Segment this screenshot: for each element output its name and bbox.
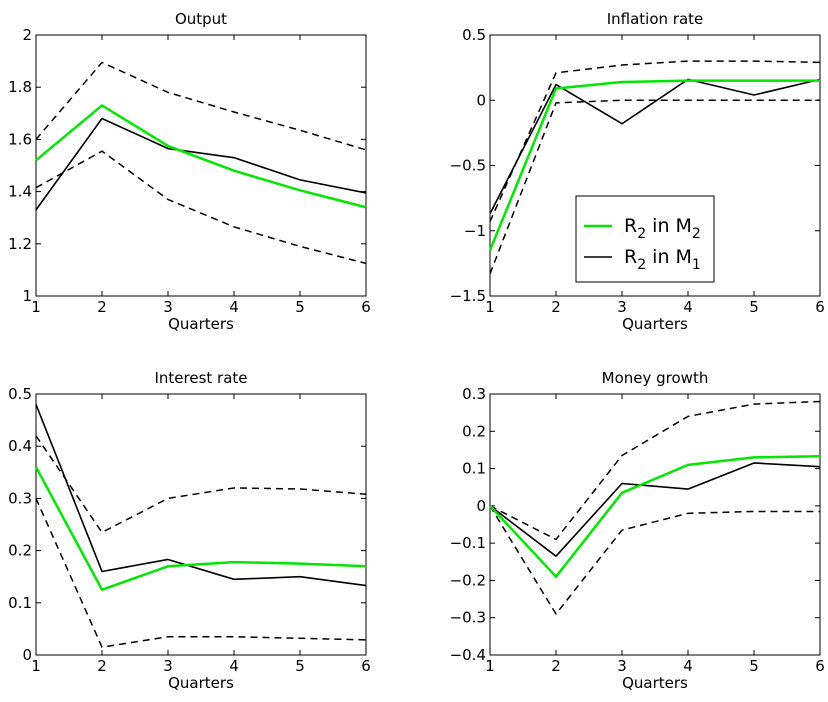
y-tick-label: −0.3 — [450, 609, 486, 627]
x-tick-label: 3 — [617, 298, 627, 316]
y-tick-label: 1.6 — [8, 130, 32, 148]
y-tick-label: −0.4 — [450, 646, 486, 664]
x-tick-label: 1 — [485, 657, 495, 675]
series-line-r2-m1 — [489, 78, 821, 215]
plot-frame — [35, 393, 367, 656]
y-tick-label: 1.2 — [8, 235, 32, 253]
chart-title: Output — [175, 10, 227, 28]
y-tick-label: 0.3 — [462, 385, 486, 403]
x-tick-label: 3 — [163, 657, 173, 675]
confidence-band-line — [35, 61, 367, 151]
x-tick-label: 6 — [815, 657, 825, 675]
y-tick-label: 0.1 — [462, 460, 486, 478]
x-tick-label: 5 — [749, 298, 759, 316]
legend-entry-r2-m1-label: R2 in M1 — [624, 246, 701, 273]
confidence-band-line — [489, 60, 821, 222]
x-axis-label: Quarters — [168, 315, 234, 333]
chart-panel-4: Money growth 1 2 3 4 5 6 Quarters −0.4 −0.3 −0.2 −0… — [450, 369, 825, 692]
y-tick-label: 0.2 — [462, 422, 486, 440]
series-line-r2-m2 — [35, 104, 367, 209]
x-tick-label: 4 — [683, 298, 693, 316]
y-tick-label: 0 — [22, 646, 32, 664]
y-tick-label: −0.5 — [450, 157, 486, 175]
series-line-r2-m2 — [489, 455, 821, 578]
series-line-r2-m2 — [488, 79, 820, 251]
x-tick-label: 6 — [361, 298, 371, 316]
y-tick-label: 0.2 — [8, 542, 32, 560]
y-tick-label: −1 — [464, 222, 486, 240]
x-axis-label: Quarters — [168, 674, 234, 692]
x-tick-label: 2 — [97, 298, 107, 316]
y-tick-label: −0.1 — [450, 534, 486, 552]
chart-panel-3: Interest rate 1 2 3 4 5 6 Quarters 0 0.1 0.2 0.3 0.4… — [8, 369, 371, 692]
series-line-r2-m2 — [34, 466, 367, 591]
x-axis-label: Quarters — [622, 674, 688, 692]
x-tick-label: 5 — [295, 298, 305, 316]
x-tick-label: 1 — [31, 657, 41, 675]
x-tick-label: 3 — [163, 298, 173, 316]
y-tick-label: 0 — [476, 91, 486, 109]
chart-title: Interest rate — [154, 369, 247, 387]
confidence-band-line — [489, 99, 820, 275]
y-tick-label: 0 — [476, 497, 486, 515]
confidence-band-line — [35, 150, 367, 265]
series-line-r2-m1 — [489, 462, 821, 557]
x-tick-label: 4 — [683, 657, 693, 675]
confidence-band-line — [35, 498, 367, 648]
y-tick-label: 1.4 — [8, 183, 32, 201]
chart-panel-2: Inflation rate 1 2 3 4 5 6 Quarters −1.5 −1 −0.5 0 0… — [450, 10, 825, 333]
confidence-band-line — [35, 435, 367, 534]
x-tick-label: 1 — [31, 298, 41, 316]
x-axis-label: Quarters — [622, 315, 688, 333]
x-tick-label: 6 — [361, 657, 371, 675]
plot-frame — [35, 34, 367, 297]
legend-box — [575, 195, 715, 283]
x-tick-label: 6 — [815, 298, 825, 316]
x-tick-label: 4 — [229, 298, 239, 316]
y-tick-label: 0.4 — [8, 437, 32, 455]
y-tick-label: 1.8 — [8, 78, 32, 96]
x-tick-label: 5 — [295, 657, 305, 675]
confidence-band-line — [489, 400, 821, 541]
x-tick-label: 1 — [485, 298, 495, 316]
x-tick-label: 2 — [551, 657, 561, 675]
x-tick-label: 2 — [97, 657, 107, 675]
x-tick-label: 2 — [551, 298, 561, 316]
legend: R2 in M2 R2 in M1 — [575, 195, 715, 283]
x-tick-label: 5 — [749, 657, 759, 675]
x-tick-label: 3 — [617, 657, 627, 675]
y-tick-label: 0.1 — [8, 594, 32, 612]
y-tick-label: −1.5 — [450, 287, 486, 305]
confidence-band-line — [489, 505, 820, 615]
x-tick-label: 4 — [229, 657, 239, 675]
y-tick-label: −0.2 — [450, 571, 486, 589]
y-tick-label: 1 — [22, 287, 32, 305]
legend-entry-r2-m2-label: R2 in M2 — [624, 215, 701, 242]
chart-panel-1: Output 1 2 3 4 5 6 Quarters 1 1.2 1.4 1.6 1.8 2 — [8, 10, 371, 333]
chart-title: Inflation rate — [607, 10, 704, 28]
plot-frame — [489, 393, 821, 656]
y-tick-label: 2 — [22, 26, 32, 44]
chart-title: Money growth — [602, 369, 709, 387]
y-tick-label: 0.5 — [462, 26, 486, 44]
y-tick-label: 0.5 — [8, 385, 32, 403]
series-line-r2-m1 — [35, 404, 367, 587]
series-line-r2-m1 — [35, 117, 367, 211]
y-tick-label: 0.3 — [8, 489, 32, 507]
